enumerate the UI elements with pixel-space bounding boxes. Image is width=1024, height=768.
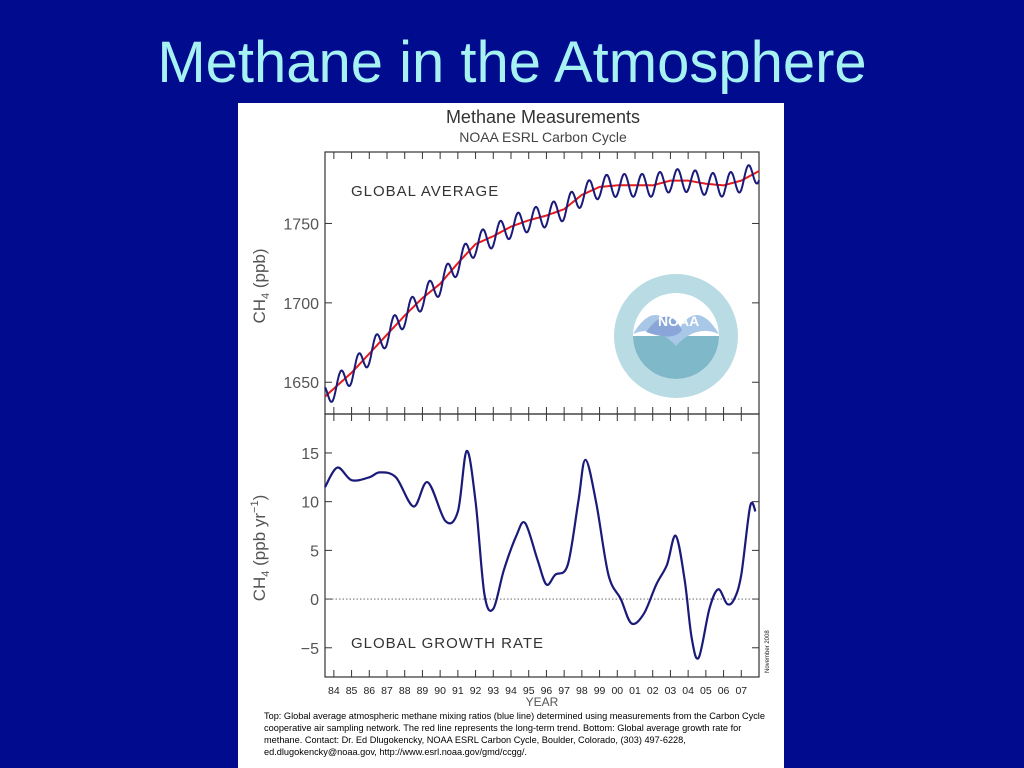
bottom-ytick-label: 5 (310, 543, 319, 560)
xtick-label: 04 (682, 685, 694, 697)
xtick-label: 90 (434, 685, 446, 697)
noaa-logo: NOAA (614, 274, 738, 398)
bottom-ytick-label: 15 (301, 446, 319, 463)
bottom-ytick-label: 10 (301, 495, 319, 512)
xtick-label: 91 (452, 685, 464, 697)
xtick-label: 03 (665, 685, 677, 697)
xtick-label: 07 (735, 685, 747, 697)
noaa-logo-text: NOAA (658, 313, 699, 329)
xtick-label: 06 (718, 685, 730, 697)
xtick-label: 05 (700, 685, 712, 697)
top-monthly-line (324, 164, 760, 403)
bottom-growth-line (324, 449, 757, 660)
xtick-label: 87 (381, 685, 393, 697)
xtick-label: 84 (328, 685, 340, 697)
top-ytick-label: 1750 (283, 216, 319, 233)
bottom-y-axis-title: CH4 (ppb yr−1) (249, 495, 272, 602)
xtick-label: 00 (611, 685, 623, 697)
xtick-label: 85 (346, 685, 358, 697)
xtick-label: 92 (470, 685, 482, 697)
slide-title: Methane in the Atmosphere (157, 30, 867, 95)
top-ytick-label: 1650 (283, 375, 319, 392)
xtick-label: 89 (417, 685, 429, 697)
xtick-label: 99 (594, 685, 606, 697)
bottom-panel-frame (324, 413, 760, 678)
top-ytick-label: 1700 (283, 296, 319, 313)
top-y-axis-title: CH4 (ppb) (250, 248, 272, 323)
bottom-ytick-label: −5 (301, 641, 319, 658)
figure-subtitle: NOAA ESRL Carbon Cycle (459, 129, 627, 145)
xtick-label: 94 (505, 685, 517, 697)
xtick-label: 93 (487, 685, 499, 697)
bottom-ytick-label: 0 (310, 592, 319, 609)
figure-title: Methane Measurements (445, 107, 641, 127)
xtick-label: 96 (541, 685, 553, 697)
x-axis-title: YEAR (526, 695, 559, 709)
xtick-label: 02 (647, 685, 659, 697)
xtick-label: 97 (558, 685, 570, 697)
top-trend-line (324, 170, 760, 398)
top-panel-label: GLOBAL AVERAGE (351, 183, 499, 200)
figure-caption: Top: Global average atmospheric methane … (264, 711, 765, 757)
xtick-label: 95 (523, 685, 535, 697)
xtick-label: 88 (399, 685, 411, 697)
xtick-label: 98 (576, 685, 588, 697)
methane-figure: Methane Measurements NOAA ESRL Carbon Cy… (238, 103, 784, 768)
date-stamp: November 2008 (765, 630, 771, 673)
bottom-panel-label: GLOBAL GROWTH RATE (351, 635, 544, 652)
xtick-label: 86 (363, 685, 375, 697)
xtick-label: 01 (629, 685, 641, 697)
